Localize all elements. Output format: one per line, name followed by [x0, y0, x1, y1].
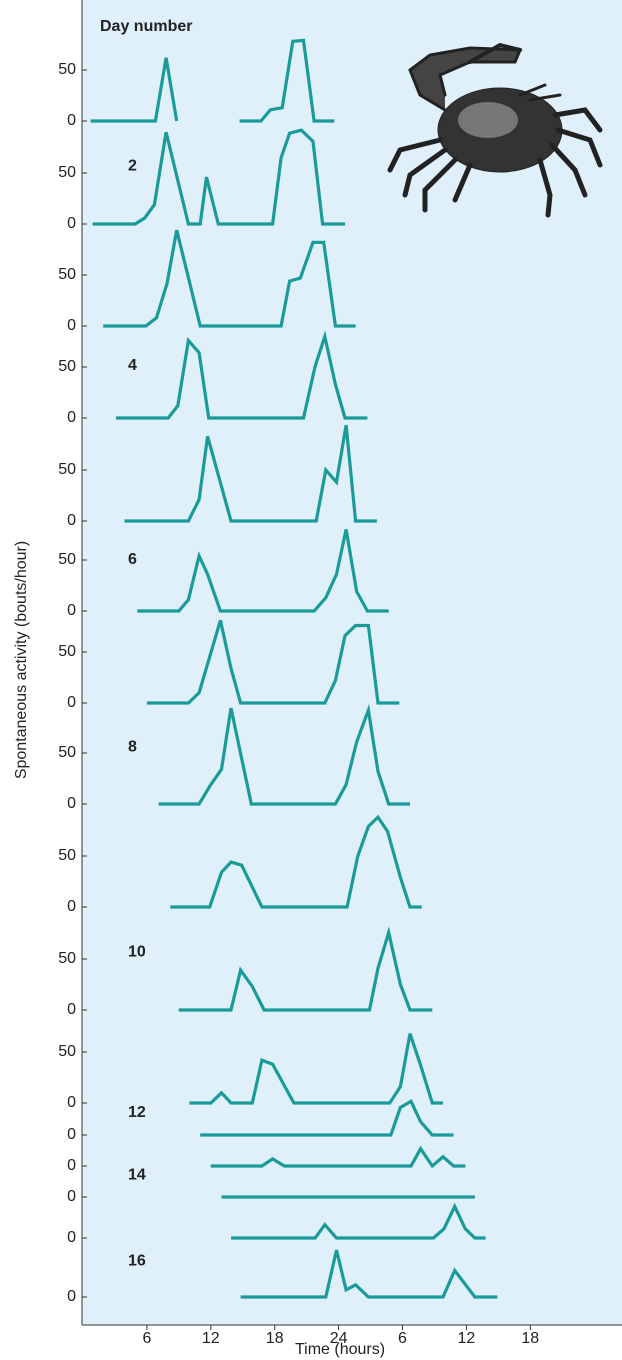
y-tick-label: 0: [67, 1001, 76, 1018]
activity-trace: [90, 38, 335, 123]
y-tick-label: 0: [67, 512, 76, 529]
x-axis-label: Time (hours): [295, 1341, 385, 1358]
plot-background: [82, 0, 622, 1325]
y-tick-label: 0: [67, 1288, 76, 1305]
activity-trace: [124, 424, 377, 523]
activity-trace: [189, 1033, 443, 1105]
day-label: 14: [128, 1167, 146, 1184]
activity-trace: [170, 814, 422, 909]
x-tick-label: 12: [202, 1330, 220, 1347]
y-tick-label: 50: [58, 1043, 76, 1060]
y-tick-label: 0: [67, 795, 76, 812]
y-tick-label: 50: [58, 744, 76, 761]
activity-trace: [158, 703, 410, 806]
y-tick-label: 0: [67, 1126, 76, 1143]
x-tick-label: 12: [458, 1330, 476, 1347]
crab-illustration: [387, 42, 603, 218]
day-label: 6: [128, 551, 137, 568]
y-tick-label: 0: [67, 1229, 76, 1246]
day-label: 8: [128, 739, 137, 756]
day-label: 10: [128, 944, 146, 961]
activity-trace: [116, 330, 368, 420]
x-tick-label: 6: [142, 1330, 151, 1347]
activity-trace: [200, 1099, 454, 1137]
y-axis-label: Spontaneous activity (bouts/hour): [13, 541, 30, 779]
day-label: 2: [128, 158, 137, 175]
y-tick-label: 50: [58, 847, 76, 864]
y-tick-label: 0: [67, 1188, 76, 1205]
y-tick-label: 0: [67, 694, 76, 711]
y-tick-label: 0: [67, 215, 76, 232]
activity-trace: [210, 1145, 466, 1169]
activity-trace: [92, 128, 345, 226]
y-tick-label: 0: [67, 602, 76, 619]
y-tick-label: 50: [58, 551, 76, 568]
y-tick-label: 0: [67, 898, 76, 915]
x-tick-label: 24: [330, 1330, 348, 1347]
y-tick-label: 50: [58, 950, 76, 967]
y-tick-label: 50: [58, 358, 76, 375]
activity-trace: [178, 926, 433, 1012]
day-number-heading: Day number: [100, 18, 192, 35]
activity-trace: [137, 529, 389, 613]
y-tick-label: 0: [67, 409, 76, 426]
y-tick-label: 50: [58, 61, 76, 78]
day-label: 12: [128, 1104, 146, 1121]
x-tick-label: 18: [266, 1330, 284, 1347]
activity-trace: [103, 229, 356, 328]
x-tick-label: 6: [398, 1330, 407, 1347]
y-tick-label: 0: [67, 1094, 76, 1111]
y-tick-label: 0: [67, 317, 76, 334]
activity-trace: [231, 1202, 486, 1240]
x-tick-label: 18: [521, 1330, 539, 1347]
y-tick-label: 50: [58, 266, 76, 283]
y-tick-label: 50: [58, 461, 76, 478]
y-tick-label: 0: [67, 1157, 76, 1174]
activity-trace: [240, 1249, 498, 1299]
day-label: 16: [128, 1253, 146, 1270]
y-tick-label: 50: [58, 164, 76, 181]
y-tick-label: 50: [58, 643, 76, 660]
y-tick-label: 0: [67, 112, 76, 129]
day-label: 4: [128, 357, 137, 374]
activity-trace: [146, 619, 400, 705]
